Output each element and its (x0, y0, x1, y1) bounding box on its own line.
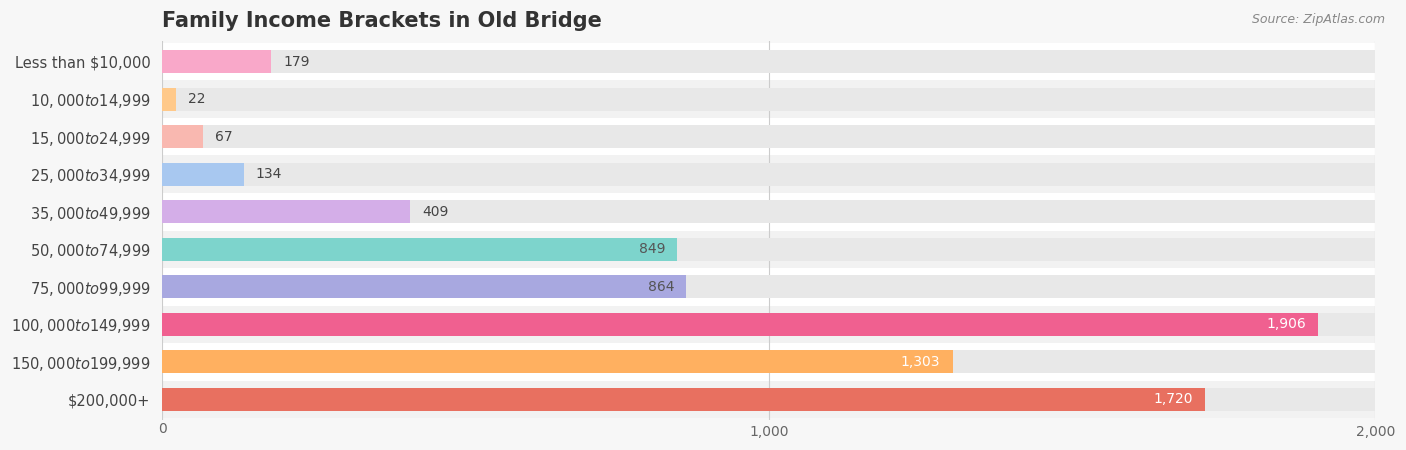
Bar (162, 125, 202, 148)
Text: 22: 22 (188, 92, 205, 106)
Bar (162, 306, 1375, 343)
Bar (162, 43, 1375, 81)
Text: 864: 864 (648, 280, 673, 294)
Bar (162, 350, 952, 374)
Text: 849: 849 (638, 242, 665, 256)
Bar (162, 313, 1375, 336)
Bar (162, 200, 411, 223)
Bar (162, 88, 1375, 111)
Text: Family Income Brackets in Old Bridge: Family Income Brackets in Old Bridge (162, 11, 602, 31)
Bar (162, 381, 1375, 418)
Text: 67: 67 (215, 130, 233, 144)
Bar (162, 238, 678, 261)
Bar (162, 343, 1375, 381)
Bar (162, 118, 1375, 155)
Bar (162, 193, 1375, 230)
Text: 1,906: 1,906 (1267, 317, 1306, 331)
Bar (162, 155, 1375, 193)
Text: 179: 179 (283, 54, 309, 69)
Text: 134: 134 (256, 167, 283, 181)
Bar (162, 81, 1375, 118)
Bar (162, 125, 1375, 148)
Bar (162, 275, 686, 298)
Bar (162, 200, 1375, 223)
Bar (162, 268, 1375, 306)
Bar (162, 162, 1375, 186)
Bar (162, 238, 1375, 261)
Bar (162, 388, 1205, 411)
Bar (162, 88, 176, 111)
Bar (162, 50, 271, 73)
Bar (162, 230, 1375, 268)
Text: 409: 409 (423, 205, 449, 219)
Text: Source: ZipAtlas.com: Source: ZipAtlas.com (1251, 14, 1385, 27)
Bar (162, 275, 1375, 298)
Bar (162, 313, 1319, 336)
Text: 1,720: 1,720 (1154, 392, 1194, 406)
Text: 0: 0 (157, 422, 167, 436)
Bar (162, 162, 243, 186)
Bar (162, 50, 1375, 73)
Bar (162, 350, 1375, 374)
Text: 1,303: 1,303 (901, 355, 941, 369)
Bar (162, 388, 1375, 411)
